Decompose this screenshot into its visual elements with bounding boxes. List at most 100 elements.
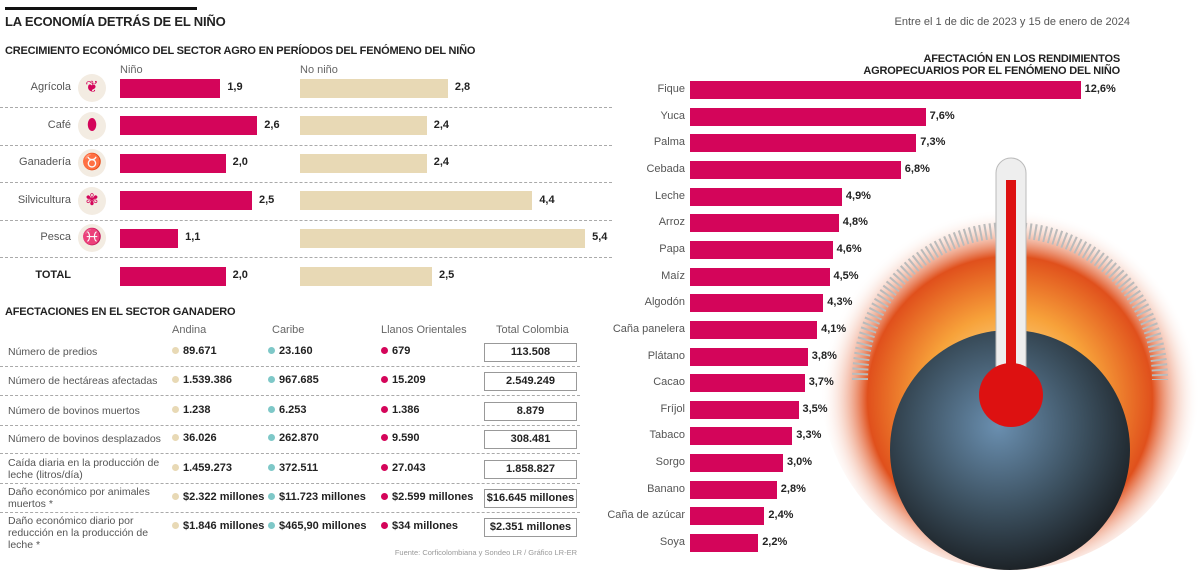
region-dot xyxy=(172,406,179,413)
category-label: Yuca xyxy=(660,109,685,122)
col-llanos: Llanos Orientales xyxy=(381,324,467,336)
bar-no-nino xyxy=(300,266,432,286)
bar-nino xyxy=(120,266,226,286)
bar-nino xyxy=(120,228,179,248)
coffee-bean-icon: ⬮ xyxy=(78,111,106,140)
category-label: Arroz xyxy=(658,216,685,229)
cell-llanos: 679 xyxy=(381,345,410,357)
cell-andina: 36.026 xyxy=(172,432,217,444)
cell-caribe: 262.870 xyxy=(268,432,319,444)
bar-value: 3,3% xyxy=(796,429,822,442)
cell-llanos: $34 millones xyxy=(381,520,458,532)
bar-value: 1,1 xyxy=(185,231,201,244)
region-dot xyxy=(381,406,388,413)
cell-value: $2.322 millones xyxy=(183,491,265,503)
bar-nino xyxy=(120,191,252,211)
bar-value: 2,5 xyxy=(439,269,455,281)
cell-andina: 1.539.386 xyxy=(172,374,232,386)
yield-title-line-2: AGROPECUARIOS POR EL FENÓMENO DEL NIÑO xyxy=(863,65,1120,77)
category-label: Ganadería xyxy=(19,156,71,169)
bar-value: 2,4% xyxy=(768,509,794,522)
plant-box-icon: ❦ xyxy=(78,74,106,102)
region-dot xyxy=(172,347,179,354)
yield-bar xyxy=(690,187,842,206)
row-separator xyxy=(0,453,580,454)
yield-bar xyxy=(690,427,793,446)
bar-value: 4,6% xyxy=(836,242,862,255)
bar-no-nino xyxy=(300,228,586,248)
cell-value: 1.238 xyxy=(183,404,211,416)
cell-value: 1.459.273 xyxy=(183,462,232,474)
category-label: Caña panelera xyxy=(612,322,685,335)
row-label: Daño económico diario por reducción en l… xyxy=(8,515,149,551)
category-label: Agrícola xyxy=(30,81,71,93)
bar-value: 2,8% xyxy=(780,482,806,495)
region-dot xyxy=(381,347,388,354)
category-label: Papa xyxy=(659,242,685,255)
col-caribe: Caribe xyxy=(272,324,305,336)
bar-value: 7,3% xyxy=(920,136,946,149)
cell-value: 23.160 xyxy=(279,345,313,357)
category-label: Pesca xyxy=(40,231,71,244)
category-label: Café xyxy=(47,118,71,131)
yield-title-line-1: AFECTACIÓN EN LOS RENDIMIENTOS xyxy=(923,53,1121,65)
legend-no-nino: No niño xyxy=(300,64,338,76)
yield-bar xyxy=(690,240,833,259)
region-dot xyxy=(172,493,179,500)
yield-bar xyxy=(690,267,830,286)
bar-value: 4,1% xyxy=(821,322,847,335)
cell-total: 1.858.827 xyxy=(484,460,577,479)
cell-llanos: 9.590 xyxy=(381,432,420,444)
cell-caribe: 967.685 xyxy=(268,374,319,386)
cell-caribe: 372.511 xyxy=(268,462,318,474)
cell-caribe: 6.253 xyxy=(268,404,307,416)
bar-value: 3,8% xyxy=(811,349,837,362)
region-dot xyxy=(381,493,388,500)
category-label: Palma xyxy=(653,136,685,149)
bar-value: 1,9 xyxy=(227,81,243,93)
category-label: Plátano xyxy=(647,349,685,362)
region-dot xyxy=(172,464,179,471)
bar-value: 3,5% xyxy=(802,402,828,415)
source-note: Fuente: Corficolombiana y Sondeo LR / Gr… xyxy=(394,548,577,557)
region-dot xyxy=(381,376,388,383)
date-range: Entre el 1 de dic de 2023 y 15 de enero … xyxy=(894,16,1130,28)
cell-andina: 1.238 xyxy=(172,404,211,416)
cell-andina: $1.846 millones xyxy=(172,520,264,532)
bar-value: 2,0 xyxy=(232,269,248,281)
cell-value: 9.590 xyxy=(392,432,420,444)
row-separator xyxy=(0,483,580,484)
bar-value: 2,8 xyxy=(454,81,471,93)
category-label: Cebada xyxy=(646,162,685,175)
region-dot xyxy=(381,522,388,529)
row-label: Número de hectáreas afectadas xyxy=(8,375,158,387)
cell-llanos: 27.043 xyxy=(381,462,426,474)
cell-value: 89.671 xyxy=(183,345,217,357)
row-separator xyxy=(0,425,580,426)
bar-value: 6,8% xyxy=(904,162,930,175)
yield-bar xyxy=(690,480,777,499)
col-total: Total Colombia xyxy=(496,324,569,336)
bar-value: 2,4 xyxy=(433,118,450,131)
cell-total: $16.645 millones xyxy=(484,489,577,508)
cell-andina: 89.671 xyxy=(172,345,217,357)
cell-value: $1.846 millones xyxy=(183,520,265,532)
cell-value: 15.209 xyxy=(392,374,426,386)
title-rule xyxy=(5,7,197,10)
category-label: Algodón xyxy=(644,296,685,309)
category-label: Tabaco xyxy=(649,429,685,442)
row-separator xyxy=(0,257,612,259)
bar-value: 2,6 xyxy=(264,118,280,131)
bar-value: 3,0% xyxy=(787,456,813,469)
cell-value: 967.685 xyxy=(279,374,319,386)
yield-bar xyxy=(690,134,917,153)
bar-value: 4,4 xyxy=(539,193,555,206)
region-dot xyxy=(268,347,275,354)
region-dot xyxy=(381,464,388,471)
row-label: Número de bovinos desplazados xyxy=(8,433,161,445)
cell-total: $2.351 millones xyxy=(484,518,577,537)
region-dot xyxy=(268,434,275,441)
yield-bar xyxy=(690,214,839,233)
category-label: Leche xyxy=(655,189,685,202)
yield-bar xyxy=(690,454,783,473)
